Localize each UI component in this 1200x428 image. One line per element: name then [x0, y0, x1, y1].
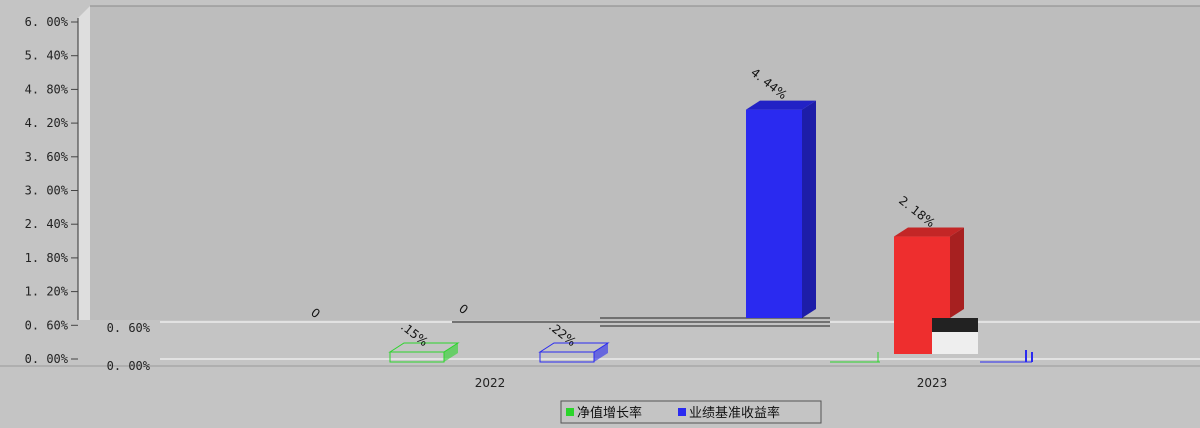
- legend: 净值增长率 业绩基准收益率: [560, 400, 822, 424]
- bar-2022-net-value-side: [444, 343, 458, 362]
- x-tick-label-2022: 2022: [475, 376, 506, 390]
- back-wall: [78, 6, 1200, 320]
- legend-label-benchmark: 业绩基准收益率: [689, 405, 780, 421]
- y-tick-label: 0. 00%: [25, 352, 69, 366]
- bar-2023-benchmark-top: [746, 100, 816, 110]
- bar-2023-red-side: [950, 227, 964, 318]
- bar-2023-red-front: [894, 236, 950, 318]
- y-tick-label: 4. 80%: [25, 82, 69, 96]
- y-tick-label: 2. 40%: [25, 217, 69, 231]
- y-tick-label-lower: 0. 60%: [107, 321, 151, 335]
- legend-frame: [560, 400, 822, 424]
- legend-swatch-benchmark: [678, 408, 686, 416]
- x-tick-label-2023: 2023: [917, 376, 948, 390]
- y-tick-label: 3. 00%: [25, 184, 69, 198]
- bar-2023-benchmark-side: [802, 100, 816, 319]
- overlay-dark-box: [932, 318, 978, 332]
- bar-2022-benchmark-side: [594, 343, 608, 362]
- side-wall: [78, 6, 90, 320]
- y-tick-label: 5. 40%: [25, 49, 69, 63]
- bar-2023-benchmark-front: [746, 109, 802, 319]
- y-tick-label: 0. 60%: [25, 318, 69, 332]
- legend-swatch-net-value: [566, 408, 574, 416]
- y-tick-label-lower: 0. 00%: [107, 359, 151, 373]
- y-tick-label: 6. 00%: [25, 15, 69, 29]
- y-tick-label: 3. 60%: [25, 150, 69, 164]
- y-tick-label: 4. 20%: [25, 116, 69, 130]
- y-tick-label: 1. 20%: [25, 285, 69, 299]
- y-tick-label: 1. 80%: [25, 251, 69, 265]
- legend-label-net-value: 净值增长率: [577, 405, 642, 421]
- overlay-light-box: [932, 332, 978, 354]
- bar-2023-red-top: [894, 227, 964, 237]
